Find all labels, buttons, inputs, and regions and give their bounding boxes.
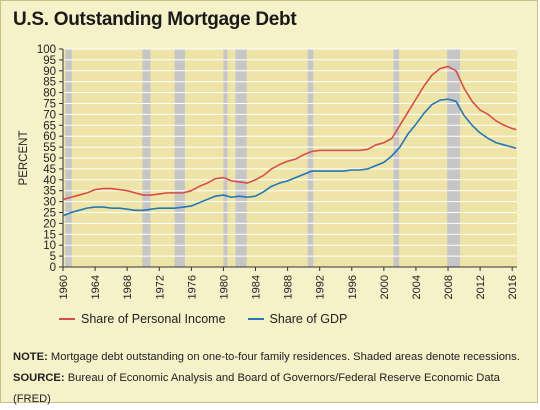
source-text: Bureau of Economic Analysis and Board of… — [13, 372, 500, 405]
x-tick-label: 2012 — [475, 275, 487, 299]
y-tick-label: 30 — [43, 197, 56, 209]
note-text: Mortgage debt outstanding on one-to-four… — [47, 351, 520, 363]
y-tick-label: 80 — [43, 88, 56, 100]
y-tick-label: 85 — [43, 77, 56, 89]
x-tick-label: 1988 — [283, 275, 295, 299]
note-line: NOTE: Mortgage debt outstanding on one-t… — [13, 347, 533, 368]
x-tick-label: 2016 — [507, 275, 519, 299]
x-tick-label: 1968 — [122, 275, 134, 299]
line-chart: 0510152025303540455055606570758085909510… — [18, 44, 519, 299]
y-tick-label: 70 — [43, 109, 56, 121]
chart-title: U.S. Outstanding Mortgage Debt — [13, 9, 297, 30]
x-tick-label: 1992 — [315, 275, 327, 299]
y-tick-label: 65 — [43, 120, 56, 132]
y-tick-label: 0 — [50, 262, 56, 274]
y-axis-label: PERCENT — [18, 131, 30, 186]
y-tick-label: 90 — [43, 66, 56, 78]
y-tick-label: 15 — [43, 229, 56, 241]
y-tick-label: 40 — [43, 175, 56, 187]
y-tick-label: 60 — [43, 131, 56, 143]
note-label: NOTE: — [13, 351, 48, 363]
y-tick-label: 45 — [43, 164, 56, 176]
x-tick-label: 1984 — [251, 275, 263, 299]
x-tick-label: 2008 — [443, 275, 455, 299]
source-line: SOURCE: Bureau of Economic Analysis and … — [13, 368, 533, 410]
series-line-income — [62, 65, 517, 201]
x-tick-label: 1980 — [218, 275, 230, 299]
x-tick-label: 2004 — [411, 275, 423, 299]
x-tick-label: 1972 — [154, 275, 166, 299]
footnotes: NOTE: Mortgage debt outstanding on one-t… — [13, 347, 533, 410]
chart-legend: Share of Personal Income Share of GDP — [59, 312, 369, 326]
y-tick-label: 50 — [43, 153, 56, 165]
x-tick-label: 2000 — [379, 275, 391, 299]
legend-item-income: Share of Personal Income — [59, 312, 226, 326]
y-tick-label: 10 — [43, 240, 56, 252]
x-tick-label: 1996 — [347, 275, 359, 299]
y-tick-label: 35 — [43, 186, 56, 198]
legend-label-income: Share of Personal Income — [81, 312, 226, 326]
x-tick-label: 1964 — [90, 275, 102, 299]
y-tick-label: 95 — [43, 55, 56, 67]
legend-item-gdp: Share of GDP — [247, 312, 348, 326]
series-line-gdp — [62, 98, 517, 217]
y-tick-label: 25 — [43, 208, 56, 220]
y-tick-label: 100 — [37, 44, 56, 56]
x-tick-label: 1976 — [186, 275, 198, 299]
legend-swatch-income — [59, 318, 75, 320]
y-tick-label: 55 — [43, 142, 56, 154]
y-tick-label: 20 — [43, 218, 56, 230]
y-tick-label: 75 — [43, 99, 56, 111]
source-label: SOURCE: — [13, 372, 65, 384]
y-tick-label: 5 — [50, 251, 56, 263]
legend-label-gdp: Share of GDP — [269, 312, 348, 326]
x-tick-label: 1960 — [58, 275, 70, 299]
legend-swatch-gdp — [247, 318, 264, 320]
